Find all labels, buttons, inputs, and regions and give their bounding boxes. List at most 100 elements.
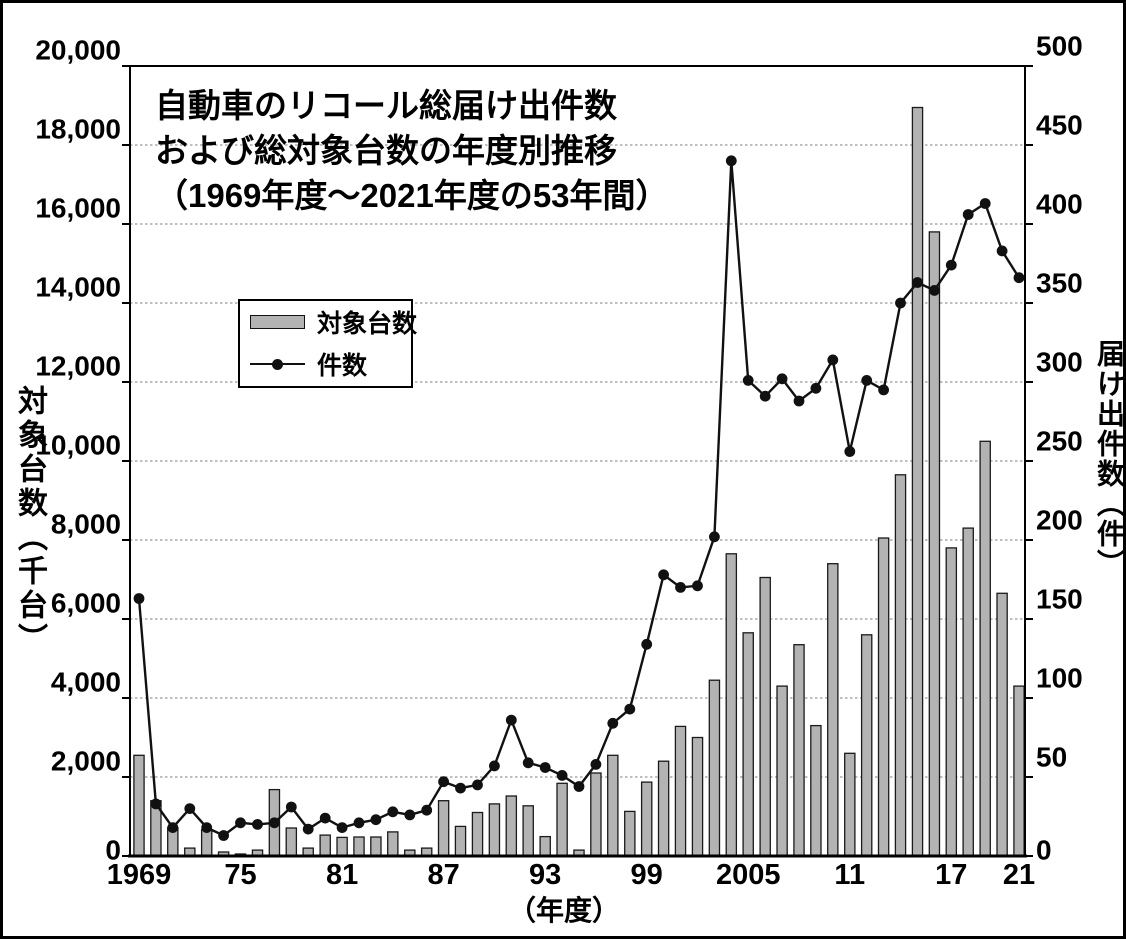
- point-2015: [912, 277, 923, 288]
- chart-title-line1: 自動車のリコール総届け出件数: [155, 87, 617, 124]
- point-2002: [692, 580, 703, 592]
- point-1993: [539, 762, 551, 773]
- right-tick-label-150: 150: [1036, 583, 1083, 614]
- bar-2019: [979, 440, 991, 857]
- right-tick-label-400: 400: [1036, 188, 1083, 219]
- x-tick-label-2021: 21: [1003, 859, 1035, 891]
- point-1999: [641, 638, 653, 650]
- right-tick-label-200: 200: [1036, 504, 1083, 535]
- legend-row-units: 対象台数: [240, 301, 417, 343]
- right-tick-label-0: 0: [1036, 834, 1052, 865]
- bar-2000: [657, 760, 670, 857]
- x-tick-label-2005: 2005: [716, 859, 781, 891]
- left-tick-label-18000: 18,000: [35, 113, 121, 144]
- point-1979: [302, 823, 314, 835]
- point-2017: [945, 259, 957, 271]
- right-tick-label-50: 50: [1036, 741, 1067, 772]
- bar-1983: [370, 836, 382, 857]
- bar-1997: [607, 754, 619, 857]
- point-1976: [252, 819, 263, 830]
- point-1987: [438, 776, 449, 788]
- bar-2021: [1013, 685, 1025, 857]
- x-tick-label-1981: 81: [326, 859, 358, 891]
- right-tick-label-500: 500: [1036, 30, 1083, 61]
- left-tick-label-12000: 12,000: [35, 350, 121, 381]
- legend-label-cases: 件数: [317, 352, 368, 380]
- bar-1987: [437, 800, 450, 857]
- bar-1993: [539, 835, 551, 857]
- bar-1998: [624, 810, 636, 857]
- bar-2015: [911, 106, 924, 857]
- left-tick-label-2000: 2,000: [51, 745, 121, 776]
- x-tick-label-1969: 1969: [107, 859, 172, 891]
- bar-1978: [285, 827, 298, 857]
- x-tick-label-1999: 99: [631, 859, 663, 891]
- point-2018: [962, 209, 974, 220]
- point-2019: [979, 198, 991, 209]
- point-2005: [742, 375, 754, 386]
- point-1983: [370, 814, 382, 826]
- bar-2004: [725, 553, 738, 857]
- point-1980: [319, 812, 331, 824]
- bar-2006: [759, 576, 771, 857]
- x-tick-label-1987: 87: [427, 859, 459, 891]
- point-2014: [895, 297, 906, 309]
- bar-1989: [471, 811, 484, 857]
- point-1973: [201, 822, 213, 833]
- bar-2001: [674, 725, 687, 857]
- bar-2016: [928, 231, 941, 857]
- point-1997: [607, 717, 619, 729]
- x-axis-title: （年度）: [508, 895, 621, 926]
- point-2006: [759, 390, 771, 402]
- legend-row-cases: 件数: [240, 343, 411, 385]
- bar-2017: [945, 547, 958, 857]
- chart-title-line2: および総対象台数の年度別推移: [155, 132, 617, 169]
- point-1996: [590, 759, 602, 770]
- point-2020: [996, 245, 1008, 257]
- legend: 対象台数 件数: [238, 299, 417, 388]
- bar-1991: [505, 795, 518, 857]
- bar-1969: [133, 754, 145, 857]
- point-1981: [336, 822, 348, 833]
- point-2011: [844, 446, 856, 457]
- point-2021: [1013, 272, 1025, 284]
- right-tick-label-100: 100: [1036, 662, 1083, 693]
- chart-title: 自動車のリコール総届け出件数 および総対象台数の年度別推移 （1969年度～20…: [155, 83, 669, 218]
- point-1989: [472, 779, 483, 791]
- line-series-swatch-icon: [250, 359, 305, 370]
- point-2000: [658, 569, 669, 581]
- bar-series-swatch-icon: [250, 315, 305, 329]
- point-1998: [624, 703, 636, 715]
- x-tick-label-1975: 75: [224, 859, 256, 891]
- point-1972: [184, 803, 196, 814]
- point-1991: [505, 714, 517, 726]
- chart-title-line3: （1969年度～2021年度の53年間）: [155, 177, 669, 214]
- bar-1999: [640, 781, 653, 857]
- point-1986: [421, 804, 433, 816]
- point-1994: [556, 770, 568, 781]
- point-2013: [878, 384, 889, 396]
- point-1984: [387, 806, 399, 818]
- bar-1992: [522, 805, 534, 857]
- bar-2005: [742, 632, 754, 857]
- bar-2018: [962, 527, 974, 857]
- point-1990: [489, 760, 500, 772]
- left-tick-label-6000: 6,000: [51, 587, 121, 618]
- bar-2002: [691, 736, 704, 857]
- point-1975: [235, 817, 246, 829]
- bar-1990: [488, 803, 501, 857]
- point-2008: [793, 395, 805, 407]
- x-tick-label-1993: 93: [529, 859, 561, 891]
- bar-2010: [827, 563, 839, 857]
- right-tick-label-300: 300: [1036, 346, 1083, 377]
- bar-1980: [319, 834, 331, 857]
- point-1982: [353, 817, 365, 829]
- left-tick-label-16000: 16,000: [35, 192, 121, 223]
- left-tick-label-20000: 20,000: [35, 34, 121, 65]
- bar-2012: [860, 634, 873, 857]
- right-axis-title: 届け出件数（件）: [1094, 339, 1125, 579]
- bar-1981: [336, 836, 348, 857]
- x-tick-label-2011: 11: [834, 859, 865, 891]
- point-2003: [709, 531, 720, 543]
